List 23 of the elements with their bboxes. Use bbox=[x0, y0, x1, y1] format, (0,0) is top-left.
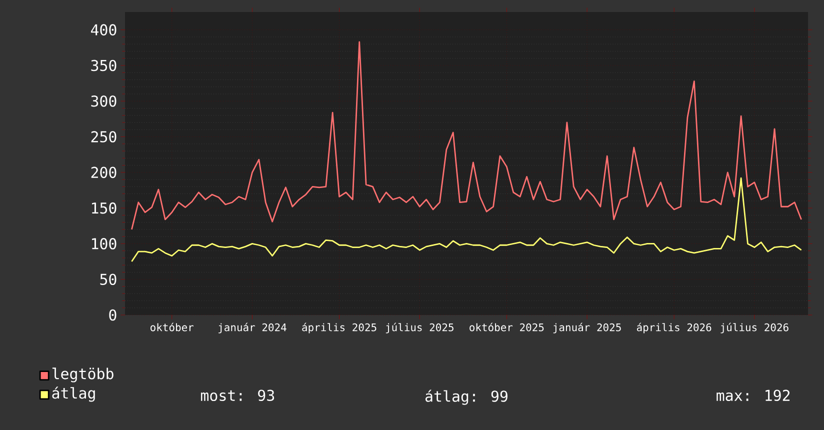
text: max: 192 bbox=[716, 390, 790, 402]
x-tick-label: október bbox=[150, 322, 194, 332]
y-tick-label: 200 bbox=[91, 166, 116, 178]
text: most: 93 bbox=[201, 390, 274, 402]
x-tick-label: április 2025 bbox=[302, 322, 376, 334]
text: átlag: 99 bbox=[425, 390, 508, 405]
y-tick-label: 350 bbox=[91, 60, 116, 72]
x-tick-label: január 2025 bbox=[553, 322, 621, 334]
y-tick-label: 100 bbox=[92, 238, 116, 250]
x-tick-label: július 2025 bbox=[386, 322, 454, 334]
y-tick-label: 300 bbox=[91, 95, 116, 107]
y-tick-label: 0 bbox=[109, 309, 116, 321]
legend-label: legtöbb bbox=[52, 368, 114, 382]
y-tick-label: 250 bbox=[91, 131, 116, 142]
y-tick-label: 400 bbox=[90, 24, 116, 36]
y-tick-label: 50 bbox=[100, 274, 116, 286]
x-tick-label: április 2026 bbox=[636, 322, 712, 334]
x-tick-label: július 2026 bbox=[720, 322, 788, 334]
y-tick-label: 150 bbox=[92, 202, 116, 214]
line-series bbox=[130, 41, 802, 230]
legend-label: átlag bbox=[52, 386, 95, 402]
x-tick-label: január 2024 bbox=[218, 322, 286, 334]
x-tick-label: október 2025 bbox=[470, 322, 544, 332]
